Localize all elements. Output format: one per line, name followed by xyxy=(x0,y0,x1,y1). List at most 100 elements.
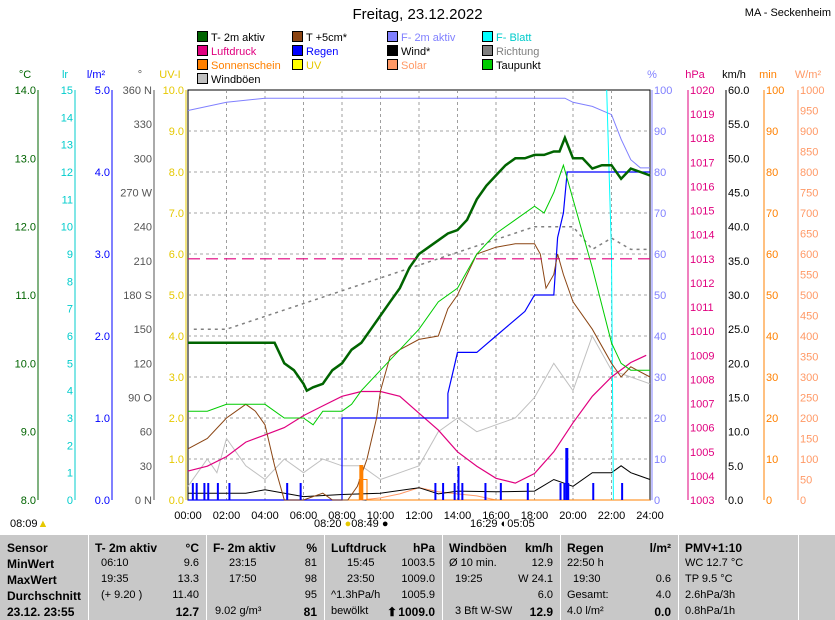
dir-axis-tick: 330 xyxy=(134,119,152,131)
time-tick: 22:00 xyxy=(598,510,626,522)
legend-swatch-icon xyxy=(482,45,493,56)
legend-swatch-icon xyxy=(387,45,398,56)
moonset-label: 05:05 xyxy=(507,518,535,530)
sunset2-label: 08:49 xyxy=(351,518,379,530)
lr-axis-tick: 9 xyxy=(67,249,73,261)
hum-axis-tick: 0 xyxy=(654,495,660,507)
press-trend-val: 1005.9 xyxy=(401,589,435,601)
legend-item: T- 2m aktiv xyxy=(197,31,265,44)
legend-item: Regen xyxy=(292,45,338,58)
avg-label: Durchschnitt xyxy=(7,589,82,603)
rain-bar xyxy=(461,483,464,500)
press-axis-unit: hPa xyxy=(685,69,705,81)
legend-swatch-icon xyxy=(387,31,398,42)
lr-axis-tick: 13 xyxy=(61,140,73,152)
wm-axis-tick: 600 xyxy=(800,249,818,261)
press-axis-tick: 1013 xyxy=(690,254,714,266)
temp-avg-val: 11.40 xyxy=(172,589,199,601)
hum-max-time: 17:50 xyxy=(229,573,257,585)
rain-axis-tick: 0.0 xyxy=(95,495,110,507)
wind-axis-tick: 30.0 xyxy=(728,290,749,302)
wind-axis-tick: 40.0 xyxy=(728,222,749,234)
legend-item: Wind* xyxy=(387,45,430,58)
rain-bar xyxy=(563,483,566,500)
legend-label: F- 2m aktiv xyxy=(401,32,456,44)
min-axis-unit: min xyxy=(759,69,777,81)
press-axis-tick: 1015 xyxy=(690,206,714,218)
legend-swatch-icon xyxy=(387,59,398,70)
lr-axis-tick: 3 xyxy=(67,413,73,425)
uv-axis-tick: 3.0 xyxy=(169,372,184,384)
lr-axis-tick: 4 xyxy=(67,386,73,398)
rain-time1: 22:50 h xyxy=(567,557,604,569)
wm-axis-tick: 100 xyxy=(800,454,818,466)
min-axis-tick: 60 xyxy=(766,249,778,261)
wind-column: Windböen km/h Ø 10 min. 12.9 19:25 W 24.… xyxy=(442,535,561,620)
rain-bar xyxy=(621,483,624,500)
sunshine-bar xyxy=(359,465,364,500)
press-min-val: 1003.5 xyxy=(401,557,435,569)
press-current: 1009.0 xyxy=(398,605,435,619)
legend-label: Luftdruck xyxy=(211,46,257,58)
time-tick: 20:00 xyxy=(559,510,587,522)
lr-axis-unit: lr xyxy=(62,69,68,81)
lr-axis-tick: 0 xyxy=(67,495,73,507)
legend-swatch-icon xyxy=(197,31,208,42)
hum-header: F- 2m aktiv xyxy=(213,541,276,555)
legend-label: Sonnenschein xyxy=(211,60,281,72)
dir-axis-tick: 180 S xyxy=(123,290,152,302)
min-axis-tick: 50 xyxy=(766,290,778,302)
pmv-line3: 2.6hPa/3h xyxy=(685,589,736,601)
temp-unit: °C xyxy=(185,541,199,555)
wm-axis-tick: 0 xyxy=(800,495,806,507)
wind-axis-tick: 35.0 xyxy=(728,256,749,268)
hum-axis-tick: 50 xyxy=(654,290,666,302)
time-tick: 02:00 xyxy=(213,510,241,522)
wind-axis-tick: 60.0 xyxy=(728,85,749,97)
date-label: 23.12. 23:55 xyxy=(7,605,75,619)
rain-axis-tick: 3.0 xyxy=(95,249,110,261)
sun-icon: ▲ xyxy=(37,518,49,530)
maxwert-label: MaxWert xyxy=(7,573,57,587)
rain-bar xyxy=(195,483,198,500)
legend-swatch-icon xyxy=(197,73,208,84)
press-header: Luftdruck xyxy=(331,541,387,555)
wm-axis-tick: 300 xyxy=(800,372,818,384)
dir-axis-unit: ° xyxy=(138,69,142,81)
rain-bar xyxy=(216,483,219,500)
time-tick: 24:00 xyxy=(636,510,664,522)
lr-axis-tick: 7 xyxy=(67,304,73,316)
press-axis-tick: 1004 xyxy=(690,471,714,483)
legend-item: Windböen xyxy=(197,73,261,86)
legend-item: T +5cm* xyxy=(292,31,347,44)
dir-axis-tick: 360 N xyxy=(123,85,152,97)
hum-column: F- 2m aktiv % 23:15 81 17:50 98 95 9.02 … xyxy=(206,535,325,620)
lr-axis-tick: 12 xyxy=(61,167,73,179)
wm-axis-tick: 900 xyxy=(800,126,818,138)
legend-item: Luftdruck xyxy=(197,45,256,58)
rain-axis-unit: l/m² xyxy=(87,69,106,81)
wind-extra: 6.0 xyxy=(537,589,553,601)
wm-axis-tick: 950 xyxy=(800,106,818,118)
press-arrow-icon: ⬆ xyxy=(387,605,398,619)
rain-bar xyxy=(526,483,529,500)
series-richtung xyxy=(193,225,650,330)
press-axis-tick: 1018 xyxy=(690,133,714,145)
press-unit: hPa xyxy=(412,541,435,555)
hum-avg-val: 95 xyxy=(304,589,317,601)
wind-current: 12.9 xyxy=(529,605,553,619)
uv-axis-tick: 2.0 xyxy=(169,413,184,425)
rain-bar xyxy=(207,483,210,500)
dir-axis-tick: 270 W xyxy=(120,188,152,200)
temp-avg-note: (+ 9.20 ) xyxy=(101,589,143,601)
wind-avg-val: 12.9 xyxy=(531,557,553,569)
time-tick: 08:00 xyxy=(328,510,356,522)
legend-label: Regen xyxy=(306,46,339,58)
rain-bar xyxy=(203,483,206,500)
wm-axis-unit: W/m² xyxy=(795,69,822,81)
weather-chart: 14.013.012.011.010.09.08.0°C151413121110… xyxy=(15,69,825,522)
wind-axis-tick: 50.0 xyxy=(728,153,749,165)
series-t-5cm xyxy=(187,243,651,501)
uv-axis-unit: UV-I xyxy=(159,69,180,81)
legend-swatch-icon xyxy=(292,45,303,56)
